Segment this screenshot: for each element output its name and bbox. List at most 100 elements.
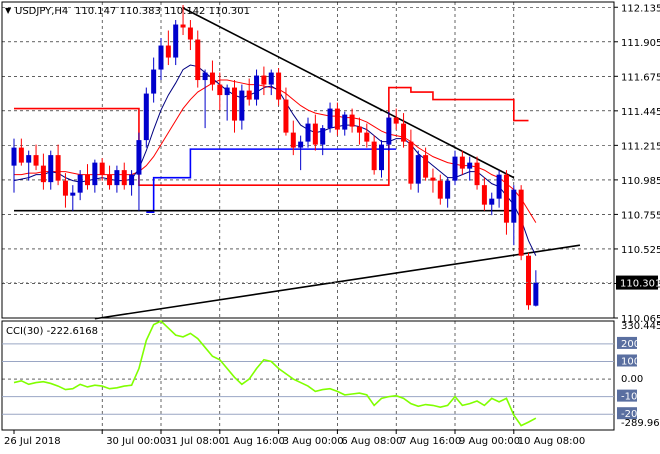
candle-body [246, 90, 252, 100]
candle [386, 111, 392, 151]
candle-body [276, 72, 282, 100]
candle [232, 80, 237, 133]
candle [70, 185, 76, 211]
candle [401, 113, 407, 148]
candle-body [232, 87, 237, 121]
y-tick-label: 111.675 [621, 72, 660, 83]
candle-body [129, 174, 135, 186]
candle [393, 108, 399, 130]
candle [114, 165, 120, 193]
candle [290, 120, 296, 156]
candle [452, 150, 458, 186]
candle-body [202, 72, 208, 81]
candle [342, 111, 348, 136]
symbol-arrow-icon: ▼ [5, 6, 12, 15]
candle [430, 168, 436, 193]
candle [379, 140, 384, 178]
candle-body [40, 165, 46, 183]
cci-level-badge [617, 407, 637, 420]
candle [158, 38, 164, 81]
candle [481, 177, 487, 211]
candle [18, 138, 24, 166]
x-tick-label: 6 Aug 08:00 [341, 436, 402, 447]
candle [143, 87, 149, 148]
candle [92, 159, 98, 193]
candle-body [268, 72, 274, 85]
candle-body [305, 123, 311, 142]
candle-body [334, 108, 340, 130]
candle-body [511, 189, 517, 223]
candle [33, 144, 39, 171]
cci-panel[interactable] [1, 320, 615, 431]
cci-tick-label: 200 [621, 339, 640, 350]
candle-body [503, 174, 509, 223]
candle-body [114, 170, 120, 186]
candle-body [445, 180, 451, 199]
candle-body [18, 147, 24, 163]
candle [11, 138, 17, 193]
candle-body [33, 155, 39, 166]
candle [533, 270, 539, 307]
candle [334, 102, 340, 136]
candle-body [11, 147, 17, 166]
cci-tick-label: 330.4457 [621, 321, 660, 332]
overlay-lines [14, 7, 581, 320]
candle-body [364, 132, 370, 142]
candle [173, 20, 179, 66]
candle [99, 158, 105, 181]
x-tick-label: 3 Aug 00:00 [283, 436, 344, 447]
candle-body [496, 174, 502, 199]
candle-body [459, 156, 465, 169]
cci-levels [2, 343, 614, 415]
overlay-black-up-trendline [94, 244, 581, 320]
cci-tick-label: 0.00 [621, 374, 643, 385]
candle [356, 117, 362, 145]
y-tick-label: 111.445 [621, 107, 660, 118]
candle [202, 69, 208, 129]
candle-body [151, 69, 157, 94]
candle-body [62, 180, 68, 196]
candle [55, 144, 61, 186]
candle [496, 170, 502, 208]
candle [276, 68, 282, 106]
main-chart-panel[interactable] [1, 1, 615, 319]
candle-body [254, 75, 260, 100]
candle-body [77, 174, 83, 193]
candle [107, 165, 113, 190]
candle-body [342, 114, 348, 130]
candle-body [217, 84, 223, 96]
main-price-axis: 112.135 111.905 111.675 111.445 111.215 110.9… [614, 3, 660, 325]
y-tick-label: 110.985 [621, 176, 660, 187]
candle [423, 147, 429, 181]
candle [503, 170, 509, 235]
candle [312, 114, 318, 151]
candlesticks [2, 5, 614, 310]
candle-body [143, 93, 149, 141]
candle-body [408, 141, 414, 184]
symbol-header: ▼ USDJPY,H4 110.147 110.383 110.142 110.… [5, 6, 250, 17]
candle [445, 177, 451, 208]
candle-body [518, 189, 524, 256]
candle [261, 66, 267, 96]
candle [437, 174, 443, 205]
candle [40, 153, 46, 190]
candle-body [379, 144, 384, 171]
symbol-label: USDJPY,H4 [15, 6, 68, 17]
candle-body [99, 162, 105, 175]
candle-body [386, 117, 392, 145]
candle [298, 135, 304, 171]
cci-line [13, 320, 537, 427]
candle-body [261, 75, 267, 85]
candle-body [349, 114, 355, 127]
candle-body [526, 255, 531, 306]
x-tick-label: 31 Jul 08:00 [165, 436, 225, 447]
candle [283, 87, 289, 136]
candle [209, 60, 215, 91]
candle-body [283, 99, 289, 133]
candle [136, 132, 142, 211]
candle [224, 84, 230, 121]
candle-body [481, 185, 487, 205]
